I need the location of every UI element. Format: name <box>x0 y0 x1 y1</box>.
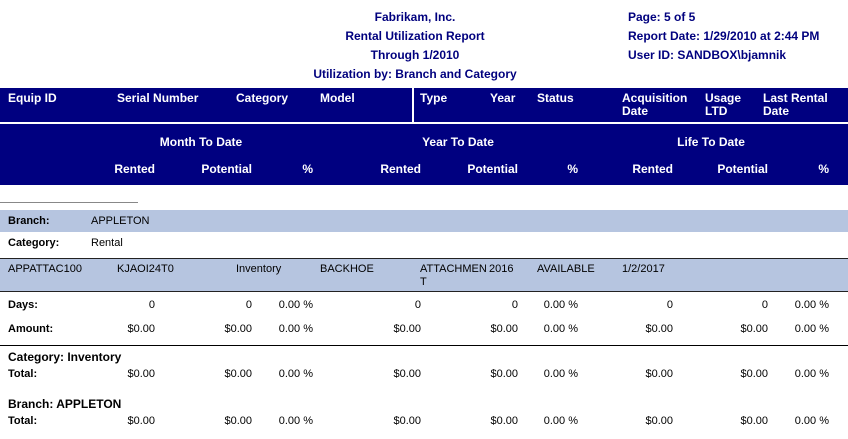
amount-mtd-percent: 0.00 % <box>278 323 313 335</box>
br-total-ltd-percent: 0.00 % <box>794 415 829 427</box>
cat-total-ltd-percent: 0.00 % <box>794 368 829 380</box>
sub-header-mtd-rented: Rented <box>114 162 155 176</box>
category-total-row: Total: $0.00 $0.00 0.00 % $0.00 $0.00 0.… <box>0 368 848 382</box>
amount-row: Amount: $0.00 $0.00 0.00 % $0.00 $0.00 0… <box>0 323 848 337</box>
report-title-block: Fabrikam, Inc. Rental Utilization Report… <box>0 8 830 84</box>
days-label: Days: <box>8 299 38 311</box>
amount-ytd-potential: $0.00 <box>490 323 518 335</box>
days-mtd-percent: 0.00 % <box>278 299 313 311</box>
company-name: Fabrikam, Inc. <box>374 10 456 24</box>
days-ytd-potential: 0 <box>511 299 518 311</box>
equipment-year: 2016 <box>489 263 514 275</box>
equipment-serial: KJAOI24T0 <box>117 263 174 275</box>
branch-total-heading: Branch: APPLETON <box>8 397 122 411</box>
sub-header-ytd-percent: % <box>567 162 578 176</box>
amount-ytd-rented: $0.00 <box>393 323 421 335</box>
days-ltd-potential: 0 <box>761 299 768 311</box>
equipment-model: BACKHOE <box>320 263 374 275</box>
sub-header-ytd-rented: Rented <box>380 162 421 176</box>
report-title: Rental Utilization Report <box>345 29 485 43</box>
equipment-row: APPATTAC100 KJAOI24T0 Inventory BACKHOE … <box>0 258 848 292</box>
sub-header-ltd-rented: Rented <box>632 162 673 176</box>
sub-header-ltd-potential: Potential <box>717 162 768 176</box>
category-row: Category: Rental <box>0 232 848 254</box>
report-date: Report Date: 1/29/2010 at 2:44 PM <box>628 29 820 43</box>
br-total-ltd-potential: $0.00 <box>740 415 768 427</box>
amount-mtd-potential: $0.00 <box>224 323 252 335</box>
category-label: Category: <box>8 237 60 249</box>
category-value: Rental <box>91 237 123 249</box>
br-total-mtd-potential: $0.00 <box>224 415 252 427</box>
col-header-usage-ltd: Usage LTD <box>705 91 742 118</box>
branch-value: APPLETON <box>91 215 150 227</box>
cat-total-mtd-percent: 0.00 % <box>278 368 313 380</box>
col-header-acquisition-date: Acquisition Date <box>622 91 688 118</box>
group-month-to-date: Month To Date <box>159 135 243 149</box>
user-id: User ID: SANDBOX\bjamnik <box>628 48 787 62</box>
amount-ltd-rented: $0.00 <box>645 323 673 335</box>
period-header-band: Month To Date Year To Date Life To Date … <box>0 124 848 185</box>
col-header-type: Type <box>420 91 448 105</box>
cat-total-mtd-rented: $0.00 <box>127 368 155 380</box>
br-total-ytd-potential: $0.00 <box>490 415 518 427</box>
days-ytd-percent: 0.00 % <box>543 299 578 311</box>
amount-ltd-percent: 0.00 % <box>794 323 829 335</box>
category-total-label: Total: <box>8 368 38 380</box>
cat-total-ltd-rented: $0.00 <box>645 368 673 380</box>
equipment-equip-id: APPATTAC100 <box>8 263 82 275</box>
sub-header-ytd-potential: Potential <box>467 162 518 176</box>
group-year-to-date: Year To Date <box>422 135 494 149</box>
days-ltd-percent: 0.00 % <box>794 299 829 311</box>
branch-section-separator <box>0 202 138 203</box>
branch-total-row: Total: $0.00 $0.00 0.00 % $0.00 $0.00 0.… <box>0 415 848 429</box>
cat-total-ltd-potential: $0.00 <box>740 368 768 380</box>
report-subtitle: Utilization by: Branch and Category <box>313 67 517 81</box>
br-total-mtd-percent: 0.00 % <box>278 415 313 427</box>
category-total-heading: Category: Inventory <box>8 350 122 364</box>
cat-total-mtd-potential: $0.00 <box>224 368 252 380</box>
branch-label: Branch: <box>8 215 50 227</box>
column-header-band: Equip ID Serial Number Category Model Ty… <box>0 88 848 122</box>
cat-total-ytd-percent: 0.00 % <box>543 368 578 380</box>
equipment-type: ATTACHMENT <box>420 263 487 288</box>
br-total-ytd-percent: 0.00 % <box>543 415 578 427</box>
report-info-block: Page: 5 of 5 Report Date: 1/29/2010 at 2… <box>628 8 819 65</box>
days-ltd-rented: 0 <box>666 299 673 311</box>
amount-ytd-percent: 0.00 % <box>543 323 578 335</box>
days-row: Days: 0 0 0.00 % 0 0 0.00 % 0 0 0.00 % <box>0 299 848 313</box>
sub-header-mtd-potential: Potential <box>201 162 252 176</box>
col-header-last-rental-date: Last Rental Date <box>763 91 828 118</box>
sub-header-mtd-percent: % <box>302 162 313 176</box>
col-header-year: Year <box>490 91 516 105</box>
branch-row: Branch: APPLETON <box>0 210 848 232</box>
col-header-status: Status <box>537 91 574 105</box>
branch-total-label: Total: <box>8 415 38 427</box>
col-header-equip-id: Equip ID <box>8 91 57 105</box>
cat-total-ytd-rented: $0.00 <box>393 368 421 380</box>
page-number: Page: 5 of 5 <box>628 10 696 24</box>
sub-header-ltd-percent: % <box>818 162 829 176</box>
report-period: Through 1/2010 <box>370 48 460 62</box>
col-header-category: Category <box>236 91 289 105</box>
amount-label: Amount: <box>8 323 54 335</box>
br-total-ltd-rented: $0.00 <box>645 415 673 427</box>
col-header-model: Model <box>320 91 355 105</box>
equipment-status: AVAILABLE <box>537 263 595 275</box>
amount-ltd-potential: $0.00 <box>740 323 768 335</box>
days-ytd-rented: 0 <box>414 299 421 311</box>
br-total-mtd-rented: $0.00 <box>127 415 155 427</box>
days-mtd-potential: 0 <box>245 299 252 311</box>
equipment-acquisition-date: 1/2/2017 <box>622 263 665 275</box>
group-life-to-date: Life To Date <box>677 135 745 149</box>
br-total-ytd-rented: $0.00 <box>393 415 421 427</box>
header-divider <box>412 88 414 122</box>
equipment-category: Inventory <box>236 263 282 275</box>
category-total-separator <box>0 345 848 346</box>
col-header-serial-number: Serial Number <box>117 91 199 105</box>
amount-mtd-rented: $0.00 <box>127 323 155 335</box>
cat-total-ytd-potential: $0.00 <box>490 368 518 380</box>
days-mtd-rented: 0 <box>148 299 155 311</box>
